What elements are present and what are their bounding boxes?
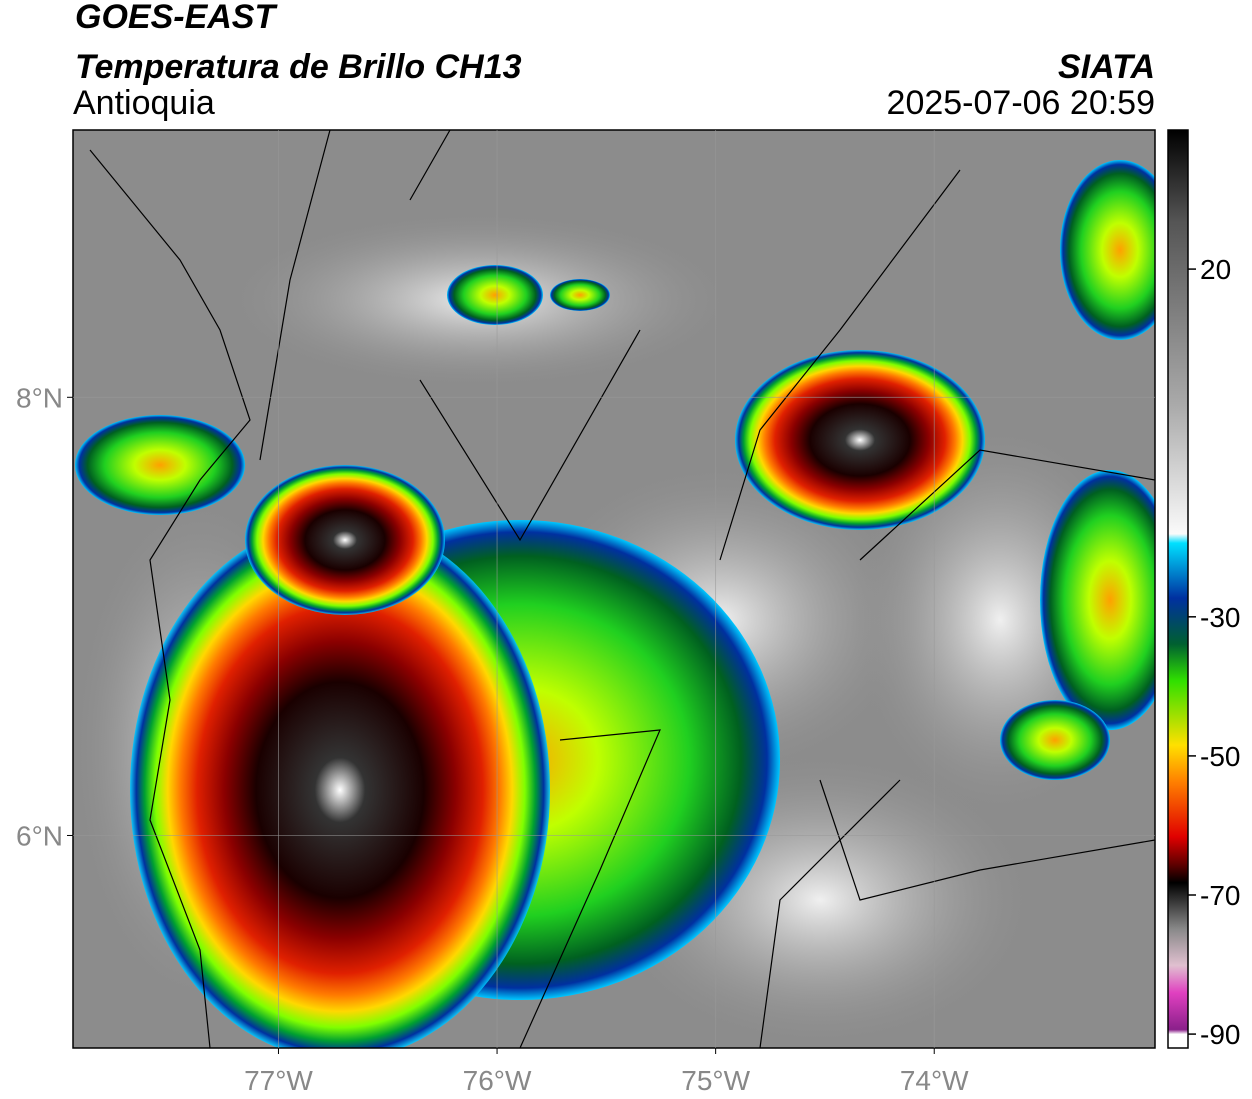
- colorbar-tick-label: -90: [1200, 1019, 1240, 1050]
- borders: [89, 130, 1155, 1048]
- x-tick-label: 76°W: [463, 1065, 532, 1096]
- colorbar-tick-label: -50: [1200, 741, 1240, 772]
- satellite-image: [73, 130, 1155, 1048]
- colorbar: [1167, 129, 1189, 1049]
- datetime: 2025-07-06 20:59: [887, 84, 1155, 122]
- colorbar-tick-label: -70: [1200, 880, 1240, 911]
- x-tick-label: 75°W: [681, 1065, 750, 1096]
- title: GOES-EAST: [75, 0, 278, 36]
- map-frame: [72, 129, 1156, 1049]
- x-tick-label: 77°W: [244, 1065, 313, 1096]
- colorbar-tick-label: 20: [1200, 254, 1231, 285]
- colorbar-tick-label: -30: [1200, 602, 1240, 633]
- region: Antioquia: [73, 84, 215, 122]
- source: SIATA: [1058, 48, 1155, 86]
- x-tick-label: 74°W: [900, 1065, 969, 1096]
- subtitle: Temperatura de Brillo CH13: [75, 48, 522, 86]
- y-tick-label: 8°N: [16, 382, 63, 413]
- y-tick-label: 6°N: [16, 820, 63, 851]
